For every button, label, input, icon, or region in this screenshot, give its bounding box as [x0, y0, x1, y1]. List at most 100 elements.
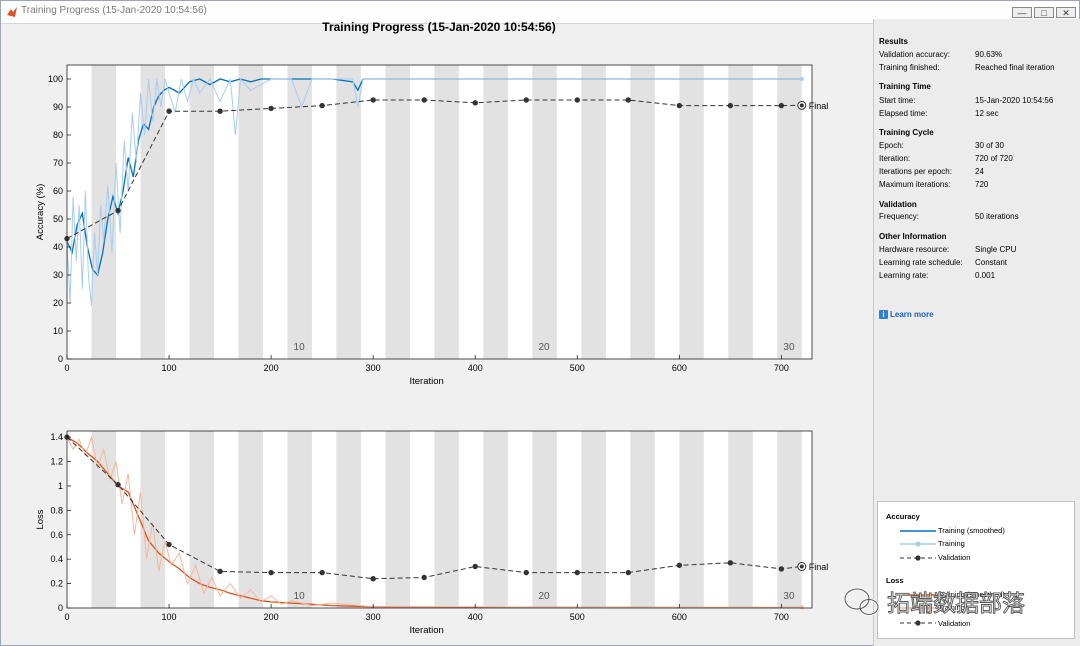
- y-tick-label: 0.6: [50, 530, 63, 540]
- epoch-band: [777, 65, 802, 359]
- epoch-band: [532, 65, 557, 359]
- iterations-per-epoch-label: Iterations per epoch:: [879, 167, 952, 176]
- epoch-band: [287, 65, 312, 359]
- x-tick-label: 700: [774, 612, 789, 622]
- validation-point: [217, 108, 223, 114]
- y-tick-label: 70: [53, 158, 63, 168]
- start-time-value: 15-Jan-2020 10:54:56: [975, 96, 1054, 105]
- watermark: 拓端数据部落: [839, 581, 1059, 621]
- validation-point: [778, 102, 785, 109]
- maximize-button[interactable]: □: [1034, 7, 1054, 18]
- wechat-icon-outline: [844, 588, 879, 615]
- learn-more-link[interactable]: i Learn more: [879, 310, 934, 319]
- x-tick-label: 0: [64, 363, 69, 373]
- epoch-band: [238, 65, 263, 359]
- x-tick-label: 100: [162, 363, 177, 373]
- x-tick-label: 0: [64, 612, 69, 622]
- section-results-title: Results: [879, 37, 908, 46]
- x-tick-label: 200: [264, 363, 279, 373]
- loss-plot: 10 20 30 Final 0 100 200 300 400 500 600 700 0 0.2 0.4…: [35, 430, 828, 636]
- x-tick-label: 100: [162, 612, 177, 622]
- y-tick-label: 30: [53, 270, 63, 280]
- frequency-value: 50 iterations: [975, 212, 1019, 221]
- final-label: Final: [809, 101, 829, 111]
- legend-box: Accuracy Training (smoothed) Training Va…: [877, 501, 1075, 639]
- legend-loss-swatches: [900, 594, 936, 626]
- section-training-cycle-title: Training Cycle: [879, 128, 934, 137]
- loss-axes-box: [66, 430, 813, 609]
- loss-series-2-line: [66, 436, 802, 580]
- x-tick-label: 300: [366, 612, 381, 622]
- validation-point: [370, 576, 376, 582]
- window-title: Training Progress (15-Jan-2020 10:54:56): [21, 5, 207, 16]
- info-icon: i: [879, 310, 888, 319]
- acc-y-axis-label: Accuracy (%): [35, 184, 46, 240]
- epoch-label: 30: [783, 591, 795, 602]
- legend-validation-marker: [915, 555, 921, 561]
- title-bar: Training Progress (15-Jan-2020 10:54:56)…: [1, 1, 1079, 24]
- validation-point: [115, 207, 121, 214]
- section-other-info-title: Other Information: [879, 232, 947, 241]
- y-tick-label: 100: [48, 74, 63, 84]
- epoch-band: [630, 431, 655, 608]
- y-tick-label: 50: [53, 214, 63, 224]
- epoch-band: [287, 431, 312, 608]
- minimize-button[interactable]: —: [1012, 7, 1032, 18]
- x-tick-label: 500: [570, 363, 585, 373]
- close-button[interactable]: ✕: [1056, 7, 1076, 18]
- validation-point: [523, 97, 529, 103]
- validation-point: [676, 102, 683, 109]
- learning-rate-schedule-value: Constant: [975, 258, 1008, 267]
- acc-axes-box: [66, 64, 813, 360]
- legend-accuracy-title: Accuracy: [886, 512, 920, 521]
- epoch-band: [532, 431, 557, 608]
- validation-point: [574, 97, 580, 103]
- y-tick-label: 0: [58, 354, 63, 364]
- x-tick-label: 300: [366, 363, 381, 373]
- elapsed-time-label: Elapsed time:: [879, 109, 928, 118]
- watermark-graphic: 拓端数据部落: [843, 587, 1025, 616]
- start-time-label: Start time:: [879, 96, 916, 105]
- legend-accuracy-swatches: [900, 530, 936, 561]
- final-marker-dot: [799, 564, 804, 569]
- y-tick-label: 1: [58, 481, 63, 491]
- epoch-value: 30 of 30: [975, 141, 1004, 150]
- loss-series-1-line: [66, 435, 802, 608]
- epoch-band: [434, 431, 459, 608]
- y-tick-label: 1.2: [50, 457, 63, 467]
- legend-acc-validation-label: Validation: [938, 553, 971, 562]
- epoch-band: [679, 431, 704, 608]
- validation-point: [472, 563, 478, 570]
- acc-series-2-line: [66, 99, 802, 240]
- acc-series-1-line: [66, 77, 802, 306]
- validation-accuracy-label: Validation accuracy:: [879, 50, 950, 59]
- epoch-label: 10: [294, 591, 306, 602]
- validation-point: [166, 108, 172, 114]
- epoch-label: 10: [294, 342, 306, 353]
- y-tick-label: 0.8: [50, 505, 63, 515]
- epoch-band: [238, 431, 263, 608]
- validation-point: [727, 102, 734, 109]
- y-tick-label: 0.4: [50, 554, 63, 564]
- epoch-band: [385, 65, 410, 359]
- validation-point: [166, 541, 172, 548]
- hardware-resource-value: Single CPU: [975, 245, 1017, 254]
- learning-rate-schedule-label: Learning rate schedule:: [879, 258, 963, 267]
- validation-point: [625, 569, 632, 576]
- epoch-band: [140, 431, 165, 608]
- accuracy-plot: 10 20 30 Final 0 100 200 300 400 500 600 700 0 10 20 30…: [35, 64, 829, 387]
- loss-x-axis-label: Iteration: [410, 625, 444, 636]
- y-tick-label: 0.2: [50, 579, 63, 589]
- y-tick-label: 80: [53, 130, 63, 140]
- figure-title: Training Progress (15-Jan-2020 10:54:56): [322, 21, 555, 34]
- x-tick-label: 600: [672, 612, 687, 622]
- plots-area: Training Progress (15-Jan-2020 10:54:56)…: [35, 21, 829, 636]
- validation-point: [421, 97, 427, 103]
- x-tick-label: 200: [264, 612, 279, 622]
- validation-point: [472, 100, 478, 106]
- validation-point: [319, 569, 325, 576]
- frequency-label: Frequency:: [879, 212, 920, 221]
- legend-loss-training-marker: [915, 605, 921, 611]
- epoch-band: [728, 431, 753, 608]
